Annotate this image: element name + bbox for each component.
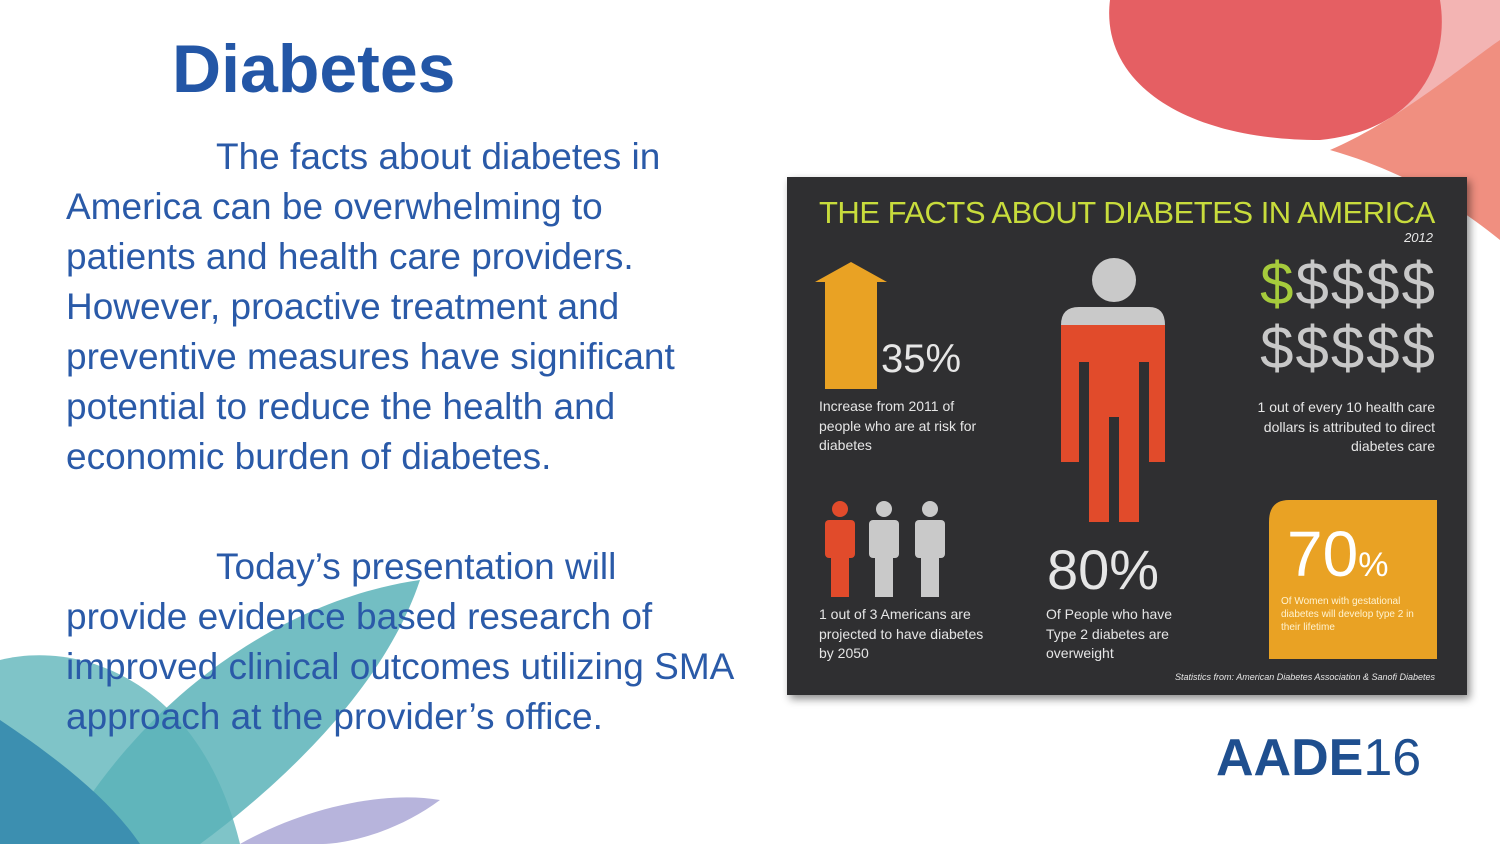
- paragraph: Today’s presentation will provide eviden…: [66, 546, 733, 737]
- source: Statistics from: American Diabetes Assoc…: [1175, 672, 1435, 682]
- infographic-title: THE FACTS ABOUT DIABETES IN AMERICA: [819, 195, 1435, 230]
- dollar-signs: $$$$$ $$$$$: [1260, 252, 1437, 380]
- infographic-icons: [815, 258, 1437, 659]
- dollar-signs: $$$$$: [1260, 314, 1437, 381]
- stat-figure: 70%: [1287, 517, 1388, 591]
- infographic: THE FACTS ABOUT DIABETES IN AMERICA 2012…: [787, 177, 1467, 695]
- stat-caption: Increase from 2011 of people who are at …: [819, 398, 977, 453]
- dollar-signs: $$$$: [1295, 250, 1437, 317]
- stat-figure: 35%: [881, 337, 962, 381]
- stat-caption: Of Women with gestational diabetes will …: [1281, 596, 1414, 633]
- figure: 70: [1287, 518, 1359, 590]
- unit: %: [1358, 546, 1389, 584]
- stat-caption: Of People who have Type 2 diabetes are o…: [1046, 606, 1173, 661]
- dollar-sign: $: [1260, 250, 1296, 317]
- slide-title: Diabetes: [172, 31, 456, 107]
- stat-caption: 1 out of 3 Americans are projected to ha…: [819, 606, 984, 661]
- logo-name: AADE: [1216, 729, 1364, 787]
- logo: AADE16: [1216, 728, 1421, 788]
- logo-year: 16: [1363, 729, 1422, 787]
- stat-figure: 80%: [1047, 538, 1160, 601]
- year: 2012: [1404, 230, 1433, 245]
- stat-caption: 1 out of every 10 health care dollars is…: [1257, 399, 1435, 454]
- paragraph: The facts about diabetes in America can …: [66, 136, 675, 477]
